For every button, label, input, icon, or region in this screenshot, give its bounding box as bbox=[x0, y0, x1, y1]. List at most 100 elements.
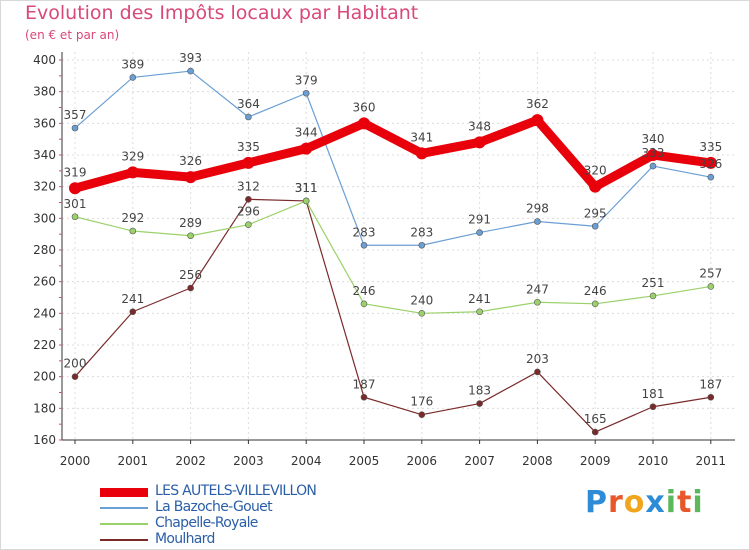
logo-letter: P bbox=[585, 485, 608, 520]
legend-item: Moulhard bbox=[100, 531, 430, 548]
data-label: 187 bbox=[353, 377, 376, 391]
data-point bbox=[476, 400, 483, 407]
y-tick-label: 260 bbox=[33, 275, 56, 289]
x-tick-label: 2011 bbox=[696, 454, 727, 468]
data-label: 389 bbox=[121, 57, 144, 71]
data-point bbox=[707, 283, 715, 290]
data-label: 183 bbox=[468, 384, 491, 398]
data-label: 176 bbox=[410, 395, 433, 409]
data-label: 329 bbox=[121, 149, 144, 163]
logo-letter: r bbox=[608, 485, 624, 520]
data-label: 311 bbox=[295, 181, 318, 195]
data-point bbox=[534, 368, 541, 376]
data-label: 241 bbox=[121, 292, 144, 306]
data-label: 319 bbox=[64, 165, 87, 179]
data-point bbox=[360, 393, 368, 401]
data-point bbox=[534, 218, 541, 225]
data-point bbox=[589, 180, 602, 193]
data-point bbox=[69, 182, 81, 195]
data-point bbox=[418, 310, 426, 317]
data-point bbox=[534, 298, 541, 306]
legend-item: Chapelle-Royale bbox=[100, 515, 430, 532]
data-point bbox=[531, 114, 544, 127]
data-label: 311 bbox=[295, 181, 318, 195]
data-point bbox=[647, 149, 659, 161]
legend-item: LES AUTELS-VILLEVILLON bbox=[100, 483, 430, 500]
data-point bbox=[707, 393, 715, 401]
data-point bbox=[187, 284, 194, 292]
y-tick-label: 180 bbox=[33, 401, 56, 415]
data-label: 283 bbox=[353, 225, 376, 239]
data-point bbox=[415, 147, 428, 160]
data-point bbox=[302, 197, 310, 205]
y-tick-label: 300 bbox=[33, 211, 56, 225]
data-label: 298 bbox=[526, 202, 549, 216]
legend-label: Chapelle-Royale bbox=[155, 515, 258, 531]
data-label: 326 bbox=[699, 157, 722, 171]
data-point bbox=[245, 221, 252, 228]
x-tick-label: 2000 bbox=[60, 454, 91, 468]
data-label: 203 bbox=[526, 352, 549, 366]
data-label: 187 bbox=[699, 377, 722, 391]
data-label: 379 bbox=[295, 73, 318, 87]
x-tick-label: 2004 bbox=[291, 454, 322, 468]
y-tick-label: 340 bbox=[33, 148, 56, 162]
series-line-1 bbox=[74, 70, 712, 246]
x-tick-label: 2006 bbox=[407, 454, 438, 468]
data-label: 289 bbox=[179, 216, 202, 230]
data-point bbox=[418, 411, 426, 418]
data-label: 296 bbox=[237, 205, 260, 219]
y-tick-label: 280 bbox=[33, 243, 56, 257]
data-point bbox=[360, 300, 368, 308]
chart-subtitle: (en € et par an) bbox=[25, 28, 120, 42]
legend-swatch bbox=[100, 539, 148, 541]
data-label: 312 bbox=[237, 179, 260, 193]
x-tick-label: 2003 bbox=[233, 454, 264, 468]
data-point bbox=[707, 173, 715, 181]
data-point bbox=[129, 74, 137, 81]
data-point bbox=[184, 171, 197, 184]
data-point bbox=[71, 213, 79, 221]
y-tick-label: 200 bbox=[33, 370, 56, 384]
logo-letter: o bbox=[623, 485, 646, 520]
y-tick-label: 160 bbox=[33, 433, 56, 447]
data-label: 301 bbox=[64, 197, 87, 211]
data-label: 247 bbox=[526, 282, 549, 296]
legend-item: La Bazoche-Gouet bbox=[100, 499, 430, 516]
data-point bbox=[473, 136, 486, 149]
x-tick-label: 2002 bbox=[175, 454, 206, 468]
line-chart: 160 180 200 220 240 260 280 300 320 340 360 380 400 2… bbox=[33, 51, 735, 468]
data-point bbox=[476, 308, 483, 316]
x-tick-label: 2001 bbox=[118, 454, 149, 468]
data-label: 256 bbox=[179, 268, 202, 282]
y-tick-label: 320 bbox=[33, 180, 56, 194]
data-point bbox=[704, 156, 717, 169]
data-label: 340 bbox=[642, 132, 665, 146]
y-tick-label: 220 bbox=[33, 338, 56, 352]
legend-label: Moulhard bbox=[155, 531, 215, 547]
logo-letter: x bbox=[645, 485, 666, 520]
data-point bbox=[71, 124, 79, 132]
logo-letter: i bbox=[665, 485, 678, 520]
data-label: 362 bbox=[526, 97, 549, 111]
data-label: 292 bbox=[121, 211, 144, 225]
data-label: 341 bbox=[410, 130, 433, 144]
data-point bbox=[302, 89, 310, 97]
data-label: 348 bbox=[468, 119, 491, 133]
y-tick-label: 400 bbox=[33, 53, 56, 67]
data-label: 291 bbox=[468, 213, 491, 227]
data-label: 364 bbox=[237, 97, 260, 111]
data-point bbox=[591, 428, 599, 436]
x-tick-label: 2005 bbox=[349, 454, 380, 468]
data-point bbox=[242, 156, 255, 169]
legend-swatch bbox=[100, 507, 148, 509]
data-label: 251 bbox=[642, 276, 665, 290]
x-tick-label: 2008 bbox=[522, 454, 553, 468]
data-point bbox=[418, 241, 426, 249]
x-tick-label: 2007 bbox=[464, 454, 495, 468]
data-label: 240 bbox=[410, 293, 433, 307]
y-tick-label: 360 bbox=[33, 116, 56, 130]
data-point bbox=[187, 67, 194, 75]
data-label: 257 bbox=[699, 266, 722, 280]
logo-letter: i bbox=[692, 485, 704, 520]
